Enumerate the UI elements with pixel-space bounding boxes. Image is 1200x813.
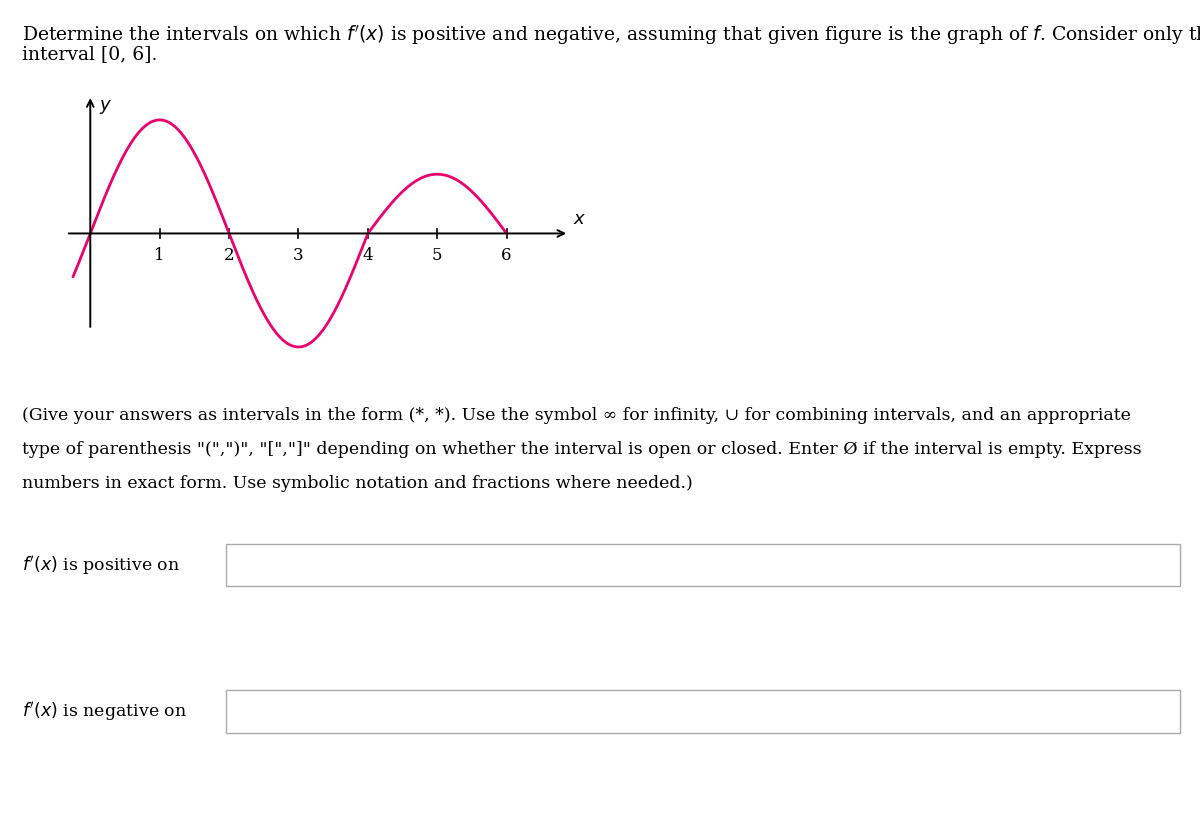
Text: 4: 4 (362, 247, 373, 264)
Text: interval [0, 6].: interval [0, 6]. (22, 46, 157, 63)
Text: 6: 6 (502, 247, 512, 264)
Text: (Give your answers as intervals in the form (*, *). Use the symbol ∞ for infinit: (Give your answers as intervals in the f… (22, 406, 1130, 424)
Text: numbers in exact form. Use symbolic notation and fractions where needed.): numbers in exact form. Use symbolic nota… (22, 475, 692, 492)
Text: Determine the intervals on which $f'(x)$ is positive and negative, assuming that: Determine the intervals on which $f'(x)$… (22, 23, 1200, 47)
Text: $f'(x)$ is negative on: $f'(x)$ is negative on (22, 700, 187, 723)
Text: $f'(x)$ is positive on: $f'(x)$ is positive on (22, 554, 180, 576)
Text: $y$: $y$ (98, 98, 112, 115)
Text: 3: 3 (293, 247, 304, 264)
Text: type of parenthesis "(",")", "[","]" depending on whether the interval is open o: type of parenthesis "(",")", "[","]" dep… (22, 441, 1141, 458)
Text: 2: 2 (223, 247, 234, 264)
Text: 1: 1 (155, 247, 164, 264)
Text: $x$: $x$ (572, 210, 586, 228)
Text: 5: 5 (432, 247, 443, 264)
